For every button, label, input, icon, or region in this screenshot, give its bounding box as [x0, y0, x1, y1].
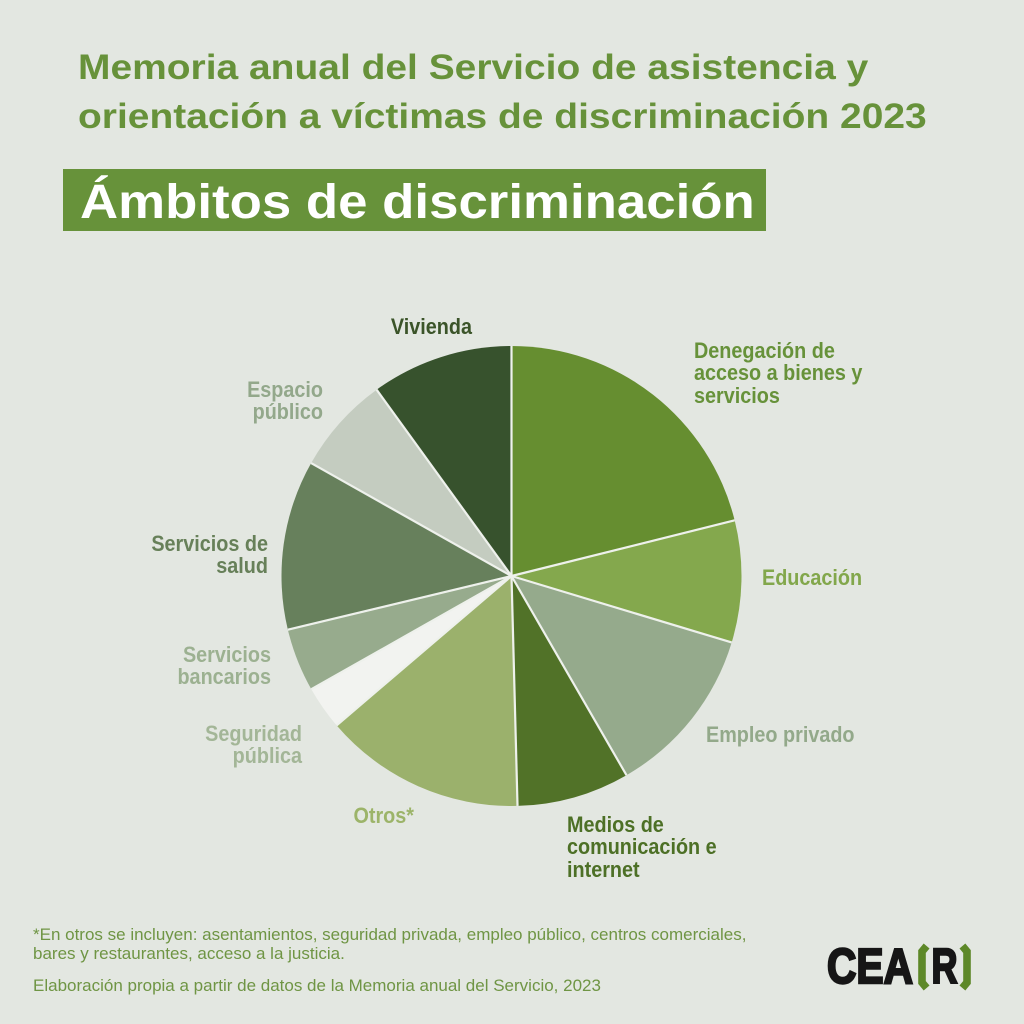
svg-text:R: R — [932, 940, 958, 994]
svg-text:CEA: CEA — [827, 940, 913, 994]
